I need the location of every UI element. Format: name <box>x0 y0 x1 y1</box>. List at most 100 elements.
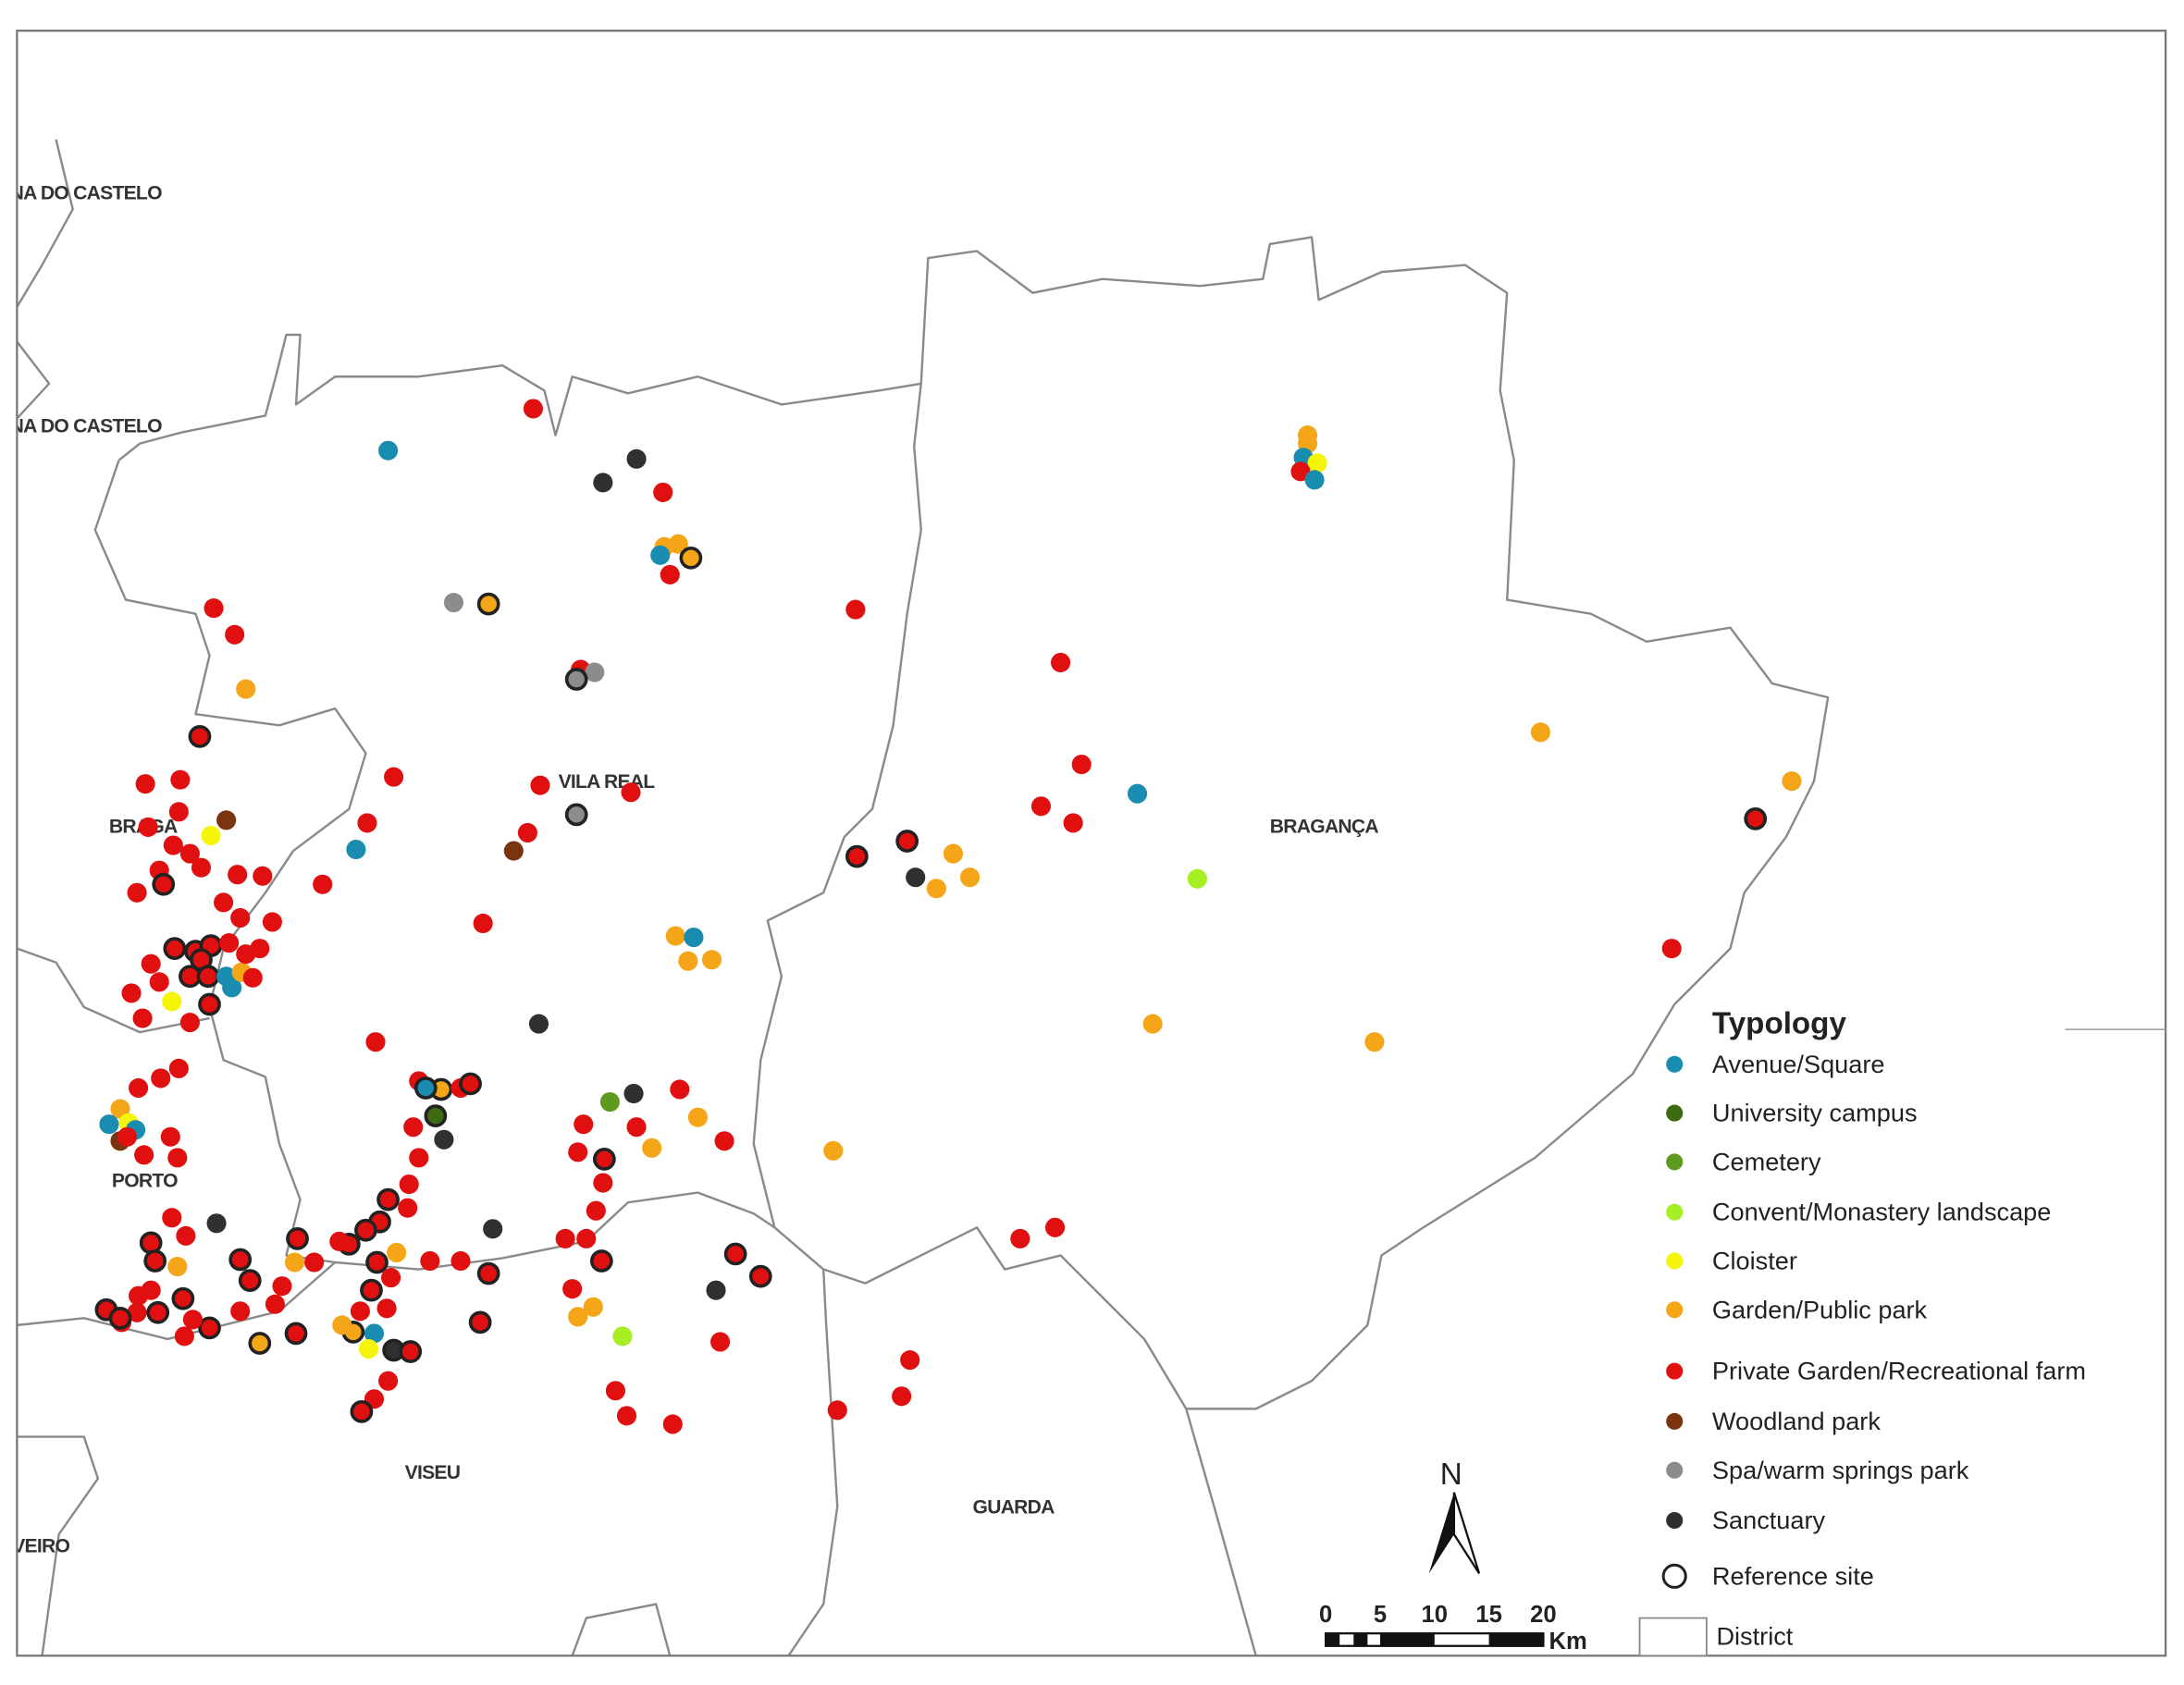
legend-swatch <box>1666 1055 1684 1073</box>
site <box>926 879 946 899</box>
site <box>216 810 237 830</box>
reference-site <box>354 1218 377 1242</box>
site <box>528 1014 549 1034</box>
site <box>943 843 963 864</box>
site <box>346 839 366 860</box>
site <box>225 624 245 645</box>
site <box>1010 1228 1030 1248</box>
site <box>135 774 155 794</box>
site <box>253 866 273 886</box>
scale-label: 10 <box>1422 1602 1449 1628</box>
site <box>206 1213 227 1234</box>
site <box>230 1301 251 1322</box>
site <box>167 1148 188 1168</box>
legend-label: Garden/Public park <box>1712 1295 1928 1323</box>
site <box>668 534 688 554</box>
site <box>562 1279 583 1299</box>
site <box>201 825 221 846</box>
site <box>621 782 641 803</box>
site <box>483 1219 503 1239</box>
legend-swatch <box>1666 1412 1684 1430</box>
site <box>121 983 142 1003</box>
site <box>586 1200 606 1221</box>
site <box>827 1400 847 1421</box>
site <box>376 1298 397 1319</box>
site <box>132 1008 153 1028</box>
sites <box>94 399 1802 1434</box>
site <box>332 1315 352 1335</box>
district-label: VILA REAL <box>559 771 656 793</box>
north-arrow-shape <box>1452 1492 1481 1574</box>
scale-unit: Km <box>1549 1629 1586 1654</box>
site <box>230 907 251 929</box>
reference-site <box>1744 806 1768 830</box>
reference-site <box>399 1340 423 1363</box>
reference-site <box>679 546 703 570</box>
legend-label: District <box>1716 1621 1793 1650</box>
site <box>650 545 671 565</box>
site <box>1307 453 1327 474</box>
site <box>387 1242 407 1262</box>
district-labels: VIANA DO CASTELO VIANA DO CASTELO BRAGA … <box>0 183 1379 1557</box>
reference-site <box>895 830 919 853</box>
site <box>660 564 680 584</box>
legend-swatch <box>1666 1203 1684 1221</box>
site <box>1044 1217 1066 1237</box>
legend-swatch <box>1666 1104 1684 1122</box>
site <box>160 1126 180 1147</box>
site <box>593 1173 613 1193</box>
site <box>191 857 212 878</box>
site <box>151 1068 171 1088</box>
reference-site <box>564 668 588 691</box>
reference-site <box>152 872 176 896</box>
legend-label: Spa/warm springs park <box>1712 1456 1969 1484</box>
site <box>141 953 161 974</box>
site <box>242 967 263 988</box>
site <box>530 775 550 795</box>
site <box>378 1371 399 1391</box>
legend-label: Private Garden/Recreational farm <box>1712 1357 2086 1385</box>
reference-site <box>284 1322 308 1346</box>
site <box>219 933 240 953</box>
site <box>626 1117 647 1138</box>
site <box>450 1250 471 1272</box>
district-label: AVEIRO <box>0 1536 69 1557</box>
site <box>409 1148 429 1168</box>
district-label: VIANA DO CASTELO <box>0 183 162 204</box>
site <box>350 1301 370 1322</box>
reference-site <box>424 1104 448 1127</box>
reference-site <box>248 1332 272 1355</box>
scale-label: 0 <box>1319 1602 1332 1628</box>
site <box>1187 868 1207 889</box>
site <box>687 1107 708 1127</box>
reference-site <box>171 1286 195 1310</box>
site <box>313 874 333 894</box>
site <box>138 817 158 837</box>
site <box>1782 771 1802 792</box>
site <box>378 440 399 461</box>
site <box>642 1138 662 1158</box>
site <box>357 813 377 833</box>
site <box>99 1114 119 1135</box>
site <box>1661 939 1682 959</box>
district-borders <box>17 139 1830 1656</box>
reference-site <box>146 1300 170 1324</box>
site <box>134 1145 154 1165</box>
site <box>127 1302 147 1322</box>
scale-bar-segment <box>1379 1633 1435 1646</box>
site <box>149 972 169 992</box>
site <box>701 950 722 970</box>
site <box>900 1350 920 1371</box>
legend-swatch <box>1661 1563 1687 1589</box>
legend-swatch <box>1666 1362 1684 1380</box>
site <box>568 1307 588 1327</box>
north-arrow-shape <box>1428 1492 1454 1574</box>
site <box>568 1142 588 1162</box>
site <box>1071 754 1092 775</box>
scale-bar-segment <box>1326 1633 1340 1646</box>
reference-site <box>286 1226 309 1250</box>
site <box>599 1091 620 1113</box>
site <box>555 1228 575 1248</box>
